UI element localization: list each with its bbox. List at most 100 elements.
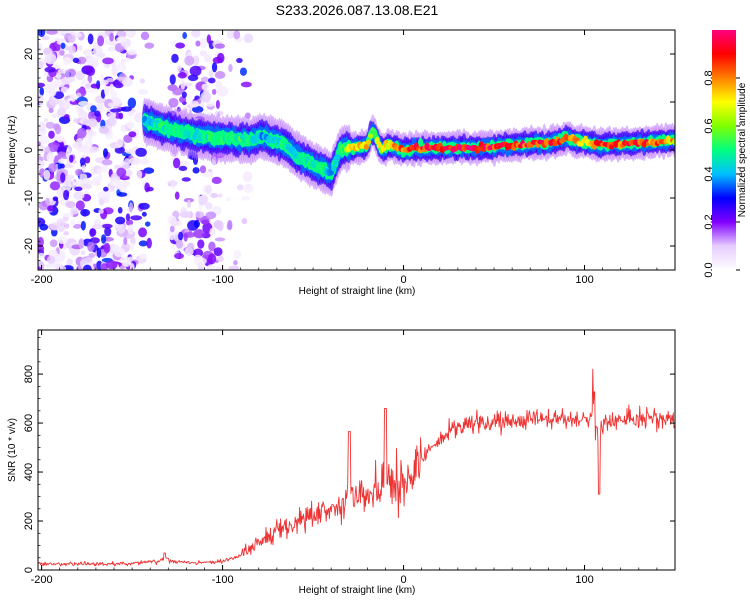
spectrogram-noise-blob: [49, 239, 58, 248]
spectrogram-noise-blob: [101, 164, 108, 173]
spectrogram-noise-blob: [177, 65, 182, 72]
spectrogram-noise-blob: [100, 234, 107, 244]
spectrogram-noise-blob: [49, 144, 59, 153]
spectrogram-noise-blob: [96, 247, 102, 258]
spectrogram-noise-blob: [226, 30, 235, 39]
spectrogram-noise-blob: [87, 33, 94, 45]
spectrogram-noise-blob: [169, 74, 176, 85]
spectrogram-y-tick-label: 20: [23, 48, 35, 60]
spectrogram-noise-blob: [69, 154, 74, 163]
spectrogram-noise-blob: [91, 224, 103, 229]
spectrogram-noise-blob: [124, 169, 133, 177]
snr-panel: -200 -100 0 100 0 200 400 600 800 Height of str…: [7, 329, 676, 596]
spectrogram-noise-blob: [240, 81, 252, 88]
spectrogram-noise-blob: [211, 88, 217, 95]
spectrogram-ridge-mark: [335, 153, 341, 161]
spectrogram-noise-blob: [38, 82, 46, 88]
colorbar-tick-label: 0.8: [703, 70, 715, 85]
spectrogram-noise-blob: [178, 165, 188, 171]
spectrogram-noise-blob: [198, 37, 208, 49]
spectrogram-noise-blob: [139, 78, 146, 84]
spectrogram-noise-blob: [117, 224, 126, 234]
spectrogram-noise-blob: [84, 139, 93, 149]
spectrogram-noise-blob: [94, 110, 101, 117]
snr-frame: [37, 329, 676, 571]
spectrogram-noise-blob: [75, 168, 83, 176]
snr-x-tick-label: 100: [575, 574, 593, 586]
spectrogram-noise-blob: [68, 45, 77, 54]
snr-x-label: Height of straight line (km): [299, 585, 416, 596]
spectrogram-noise-blob: [239, 67, 247, 76]
spectrogram-noise-blob: [192, 167, 200, 174]
spectrogram-noise-blob: [214, 237, 226, 242]
spectrogram-noise-blob: [44, 66, 56, 73]
spectrogram-noise-blob: [46, 30, 59, 35]
spectrogram-noise-blob: [111, 245, 121, 252]
spectrogram-y-tick-label: -10: [23, 190, 35, 206]
spectrogram-noise-blob: [115, 138, 124, 148]
snr-y-ticks: 0 200 400 600 800: [23, 336, 675, 573]
figure-title: S233.2026.087.13.08.E21: [276, 2, 439, 18]
spectrogram-noise-blob: [53, 135, 65, 141]
spectrogram-noise-blob: [107, 112, 117, 119]
spectrogram-noise-blob: [200, 76, 210, 83]
spectrogram-noise-blob: [39, 223, 49, 231]
spectrogram-noise-blob: [197, 262, 204, 269]
spectrogram-noise-blob: [214, 43, 226, 49]
spectrogram-noise-blob: [57, 265, 67, 270]
spectrogram-noise-blob: [78, 100, 90, 107]
spectrogram-noise-blob: [123, 57, 132, 63]
spectrogram-noise-blob: [116, 36, 127, 43]
spectrogram-noise-blob: [120, 58, 126, 65]
spectrogram-noise-blob: [81, 183, 93, 190]
spectrogram-noise-blob: [80, 250, 86, 255]
spectrogram-noise-blob: [208, 241, 216, 252]
spectrogram-noise-blob: [103, 242, 111, 254]
spectrogram-noise-blob: [89, 228, 97, 237]
spectrogram-noise-blob: [114, 216, 126, 225]
snr-x-tick-label: 0: [400, 574, 406, 586]
spectrogram-x-tick-label: 0: [400, 274, 406, 286]
spectrogram-noise-blob: [38, 42, 43, 53]
spectrogram-noise-blob: [206, 264, 216, 270]
spectrogram-x-label: Height of straight line (km): [299, 286, 416, 297]
spectrogram-noise-blob: [130, 237, 136, 245]
spectrogram-noise-blob: [175, 42, 185, 49]
spectrogram-noise-blob: [66, 75, 76, 83]
spectrogram-noise-blob: [205, 184, 212, 195]
spectrogram-noise-blob: [43, 169, 51, 181]
colorbar-tick-label: 0.0: [703, 262, 715, 277]
spectrogram-noise-blob: [217, 255, 224, 263]
spectrogram-noise-blob: [138, 240, 148, 247]
spectrogram-noise-blob: [57, 107, 66, 117]
spectrogram-noise-blob: [38, 160, 45, 169]
spectrogram-noise-blob: [138, 227, 147, 238]
spectrogram-noise-blob: [86, 87, 99, 94]
spectrogram-noise-blob: [59, 49, 65, 56]
spectrogram-noise-blob: [97, 172, 102, 184]
spectrogram-noise-blob: [195, 40, 201, 47]
spectrogram-noise-blob: [98, 209, 104, 214]
spectrogram-noise-blob: [120, 106, 132, 112]
spectrogram-noise-blob: [138, 88, 148, 95]
spectrogram-noise-blob: [208, 70, 214, 78]
spectrogram-noise-blob: [56, 218, 66, 227]
spectrogram-noise-blob: [183, 232, 188, 242]
spectrogram-noise-blob: [193, 229, 206, 239]
spectrogram-noise-blob: [82, 264, 92, 270]
spectrogram-noise-blob: [67, 174, 74, 180]
spectrogram-noise-blob: [66, 145, 72, 153]
spectrogram-noise-blob: [58, 158, 65, 164]
spectrogram-noise-blob: [69, 93, 76, 102]
spectrogram-noise-blob: [199, 50, 207, 57]
spectrogram-noise-blob: [177, 72, 187, 79]
spectrogram-noise-blob: [106, 117, 117, 127]
spectrogram-ridge-mark: [368, 133, 374, 139]
spectrogram-noise-blob: [197, 239, 205, 249]
spectrogram-noise-blob: [181, 91, 187, 99]
spectrogram-noise-blob: [83, 257, 93, 263]
spectrogram-noise-blob: [98, 125, 109, 134]
spectrogram-noise-blob: [192, 106, 204, 114]
spectrogram-noise-blob: [44, 263, 57, 269]
